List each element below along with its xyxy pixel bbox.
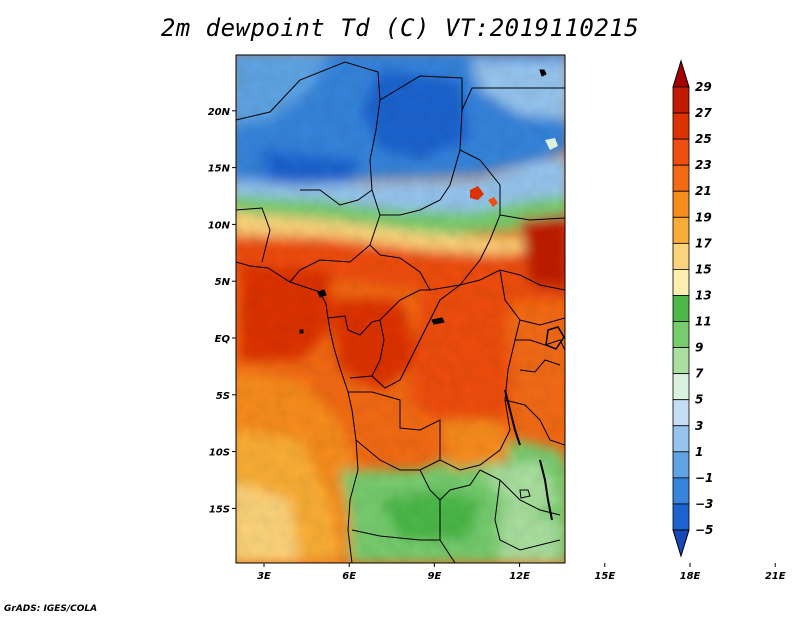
colorbar-swatch: [672, 86, 690, 114]
colorbar-swatch: [672, 164, 690, 192]
colorbar-label: 1: [695, 445, 703, 459]
software-credit: GrADS: IGES/COLA: [4, 604, 98, 614]
lon-tick-label: 21E: [765, 571, 786, 582]
lat-tick-label: EQ: [215, 334, 231, 345]
colorbar-swatch: [672, 373, 690, 401]
lon-tick-label: 9E: [428, 571, 442, 582]
colorbar: 29 27 25 23 21 19 17 15 13 11 9 7 5 3 1 −1 −3 −5: [672, 59, 713, 558]
lat-tick-label: 20N: [208, 107, 231, 118]
latitude-axis: 20N 15N 10N 5N EQ 5S 10S 15S: [208, 107, 236, 515]
lon-tick-label: 15E: [594, 571, 615, 582]
colorbar-swatch: [672, 269, 690, 296]
map-title: 2m dewpoint Td (C) VT:2019110215: [160, 14, 640, 42]
colorbar-label: −3: [695, 497, 713, 511]
lat-tick-label: 5N: [215, 277, 231, 288]
colorbar-label: 3: [695, 419, 703, 433]
lon-tick-label: 3E: [257, 571, 271, 582]
lat-tick-label: 10N: [208, 220, 231, 231]
colorbar-swatch: [672, 138, 690, 166]
colorbar-label: 5: [695, 393, 703, 407]
shaded-field: [236, 55, 565, 563]
colorbar-extend-max: [672, 59, 690, 88]
colorbar-label: 27: [695, 106, 712, 120]
colorbar-label: 19: [695, 210, 712, 224]
lat-tick-label: 10S: [209, 448, 230, 459]
colorbar-swatch: [672, 295, 690, 322]
colorbar-swatch: [672, 242, 690, 270]
lat-tick-label: 5S: [216, 391, 230, 402]
colorbar-label: 17: [695, 236, 712, 250]
lon-tick-label: 18E: [680, 571, 701, 582]
plot-frame: [235, 54, 566, 564]
colorbar-swatch: [672, 190, 690, 218]
colorbar-swatch: [672, 503, 690, 531]
country-boundaries: [236, 61, 565, 563]
colorbar-swatch: [672, 477, 690, 505]
colorbar-label: 21: [695, 184, 712, 198]
lat-tick-label: 15N: [208, 164, 231, 175]
colorbar-label: −5: [695, 523, 713, 537]
longitude-axis: 3E6E9E12E15E18E21E24E27E30E33E: [257, 563, 786, 582]
colorbar-label: 7: [695, 367, 704, 381]
colorbar-label: 25: [695, 132, 712, 146]
lon-tick-label: 12E: [509, 571, 530, 582]
colorbar-swatch: [672, 112, 690, 140]
colorbar-swatch: [672, 347, 690, 375]
colorbar-label: 29: [695, 80, 712, 94]
colorbar-swatch: [672, 399, 690, 427]
colorbar-label: 15: [695, 262, 712, 276]
colorbar-swatch: [672, 216, 690, 244]
colorbar-label: 23: [695, 158, 712, 172]
lon-tick-label: 6E: [342, 571, 356, 582]
colorbar-label: 11: [695, 315, 712, 329]
colorbar-label: 9: [695, 341, 703, 355]
colorbar-swatch: [672, 451, 690, 479]
colorbar-swatch: [672, 321, 690, 348]
lat-tick-label: 15S: [209, 504, 230, 515]
colorbar-swatch: [672, 425, 690, 453]
colorbar-label: −1: [695, 471, 713, 485]
colorbar-extend-min: [672, 529, 690, 558]
colorbar-label: 13: [695, 288, 712, 302]
